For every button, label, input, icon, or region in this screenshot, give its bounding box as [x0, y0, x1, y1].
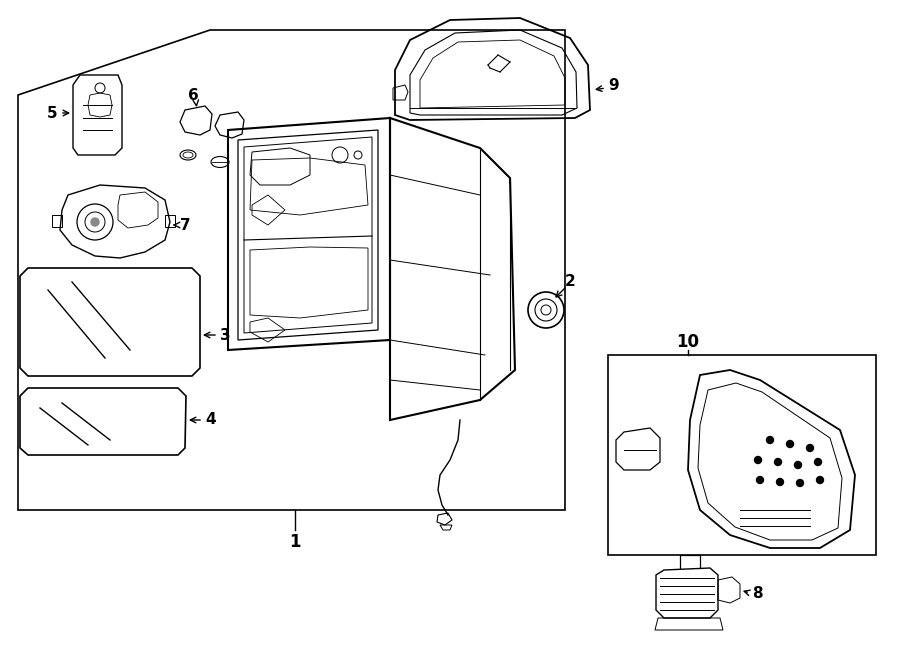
Bar — [52, 215, 62, 227]
Circle shape — [795, 461, 802, 469]
Text: 5: 5 — [47, 106, 58, 120]
Circle shape — [787, 440, 794, 447]
Circle shape — [775, 459, 781, 465]
Circle shape — [814, 459, 822, 465]
Text: 2: 2 — [565, 274, 576, 290]
Text: 3: 3 — [220, 327, 230, 342]
Text: 8: 8 — [752, 586, 762, 600]
Circle shape — [816, 477, 824, 483]
Bar — [608, 355, 876, 555]
Text: 9: 9 — [608, 77, 618, 93]
Text: 4: 4 — [205, 412, 216, 428]
Circle shape — [767, 436, 773, 444]
Circle shape — [757, 477, 763, 483]
Circle shape — [91, 218, 99, 226]
Text: 7: 7 — [180, 217, 191, 233]
Circle shape — [777, 479, 784, 485]
Bar — [165, 215, 175, 227]
Text: 1: 1 — [289, 533, 301, 551]
Text: 6: 6 — [187, 89, 198, 104]
Circle shape — [806, 444, 814, 451]
Text: 10: 10 — [677, 333, 699, 351]
Circle shape — [754, 457, 761, 463]
Circle shape — [796, 479, 804, 486]
